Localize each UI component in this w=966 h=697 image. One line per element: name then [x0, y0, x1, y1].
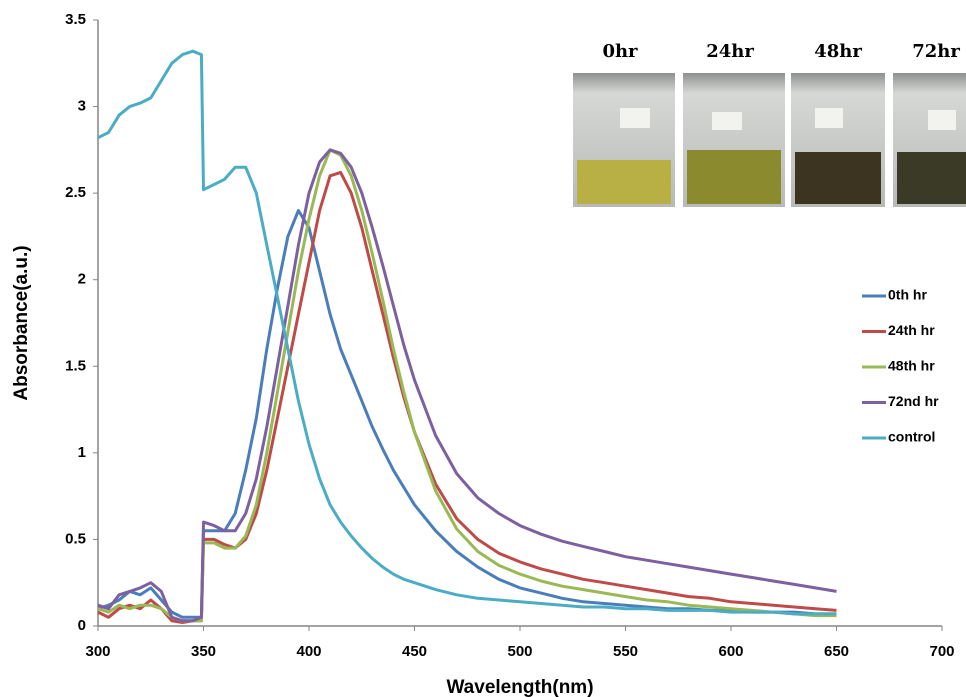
legend-label: 24th hr [888, 322, 935, 338]
y-tick-label: 0.5 [65, 530, 86, 547]
x-tick-label: 350 [191, 643, 216, 660]
x-tick-label: 650 [824, 643, 849, 660]
y-tick-label: 2 [78, 271, 86, 288]
series-line [97, 49, 837, 616]
x-tick-label: 300 [85, 643, 110, 660]
series-line [97, 148, 837, 623]
series-line [97, 170, 837, 624]
beaker-liquid [795, 152, 881, 204]
legend-label: control [888, 429, 935, 445]
inset-label: 24hr [706, 41, 754, 62]
y-tick-label: 3.5 [65, 11, 86, 28]
y-axis-title: Absorbance(a.u.) [11, 245, 32, 400]
series-line [97, 209, 837, 619]
x-tick-label: 400 [296, 643, 321, 660]
legend-label: 0th hr [888, 287, 927, 303]
beaker-liquid [577, 160, 671, 204]
inset-label: 0hr [602, 41, 638, 62]
beaker-label [815, 108, 843, 128]
y-tick-label: 0 [78, 617, 86, 634]
beaker-label [712, 112, 742, 130]
y-tick-label: 3 [78, 98, 86, 115]
x-tick-label: 500 [507, 643, 532, 660]
y-tick-label: 1.5 [65, 357, 86, 374]
beaker-label [620, 108, 650, 128]
x-tick-label: 600 [718, 643, 743, 660]
y-tick-label: 2.5 [65, 184, 86, 201]
x-tick-label: 450 [402, 643, 427, 660]
inset-label: 72hr [912, 41, 960, 62]
beaker-liquid [687, 150, 781, 204]
inset-photos [573, 73, 966, 207]
y-tick-label: 1 [78, 444, 86, 461]
series-line [97, 148, 837, 623]
x-tick-label: 550 [613, 643, 638, 660]
x-tick-label: 700 [929, 643, 954, 660]
legend-label: 72nd hr [888, 393, 939, 409]
inset-label: 48hr [814, 41, 862, 62]
x-axis-title: Wavelength(nm) [446, 677, 593, 697]
legend-label: 48th hr [888, 358, 935, 374]
beaker-label [928, 110, 956, 130]
beaker-liquid [897, 152, 966, 204]
